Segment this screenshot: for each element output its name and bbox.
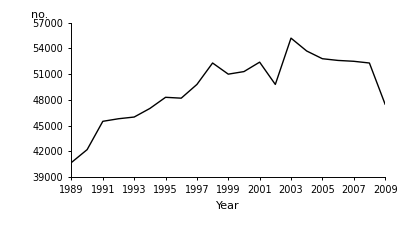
Text: no.: no. — [31, 10, 48, 20]
X-axis label: Year: Year — [216, 201, 240, 211]
